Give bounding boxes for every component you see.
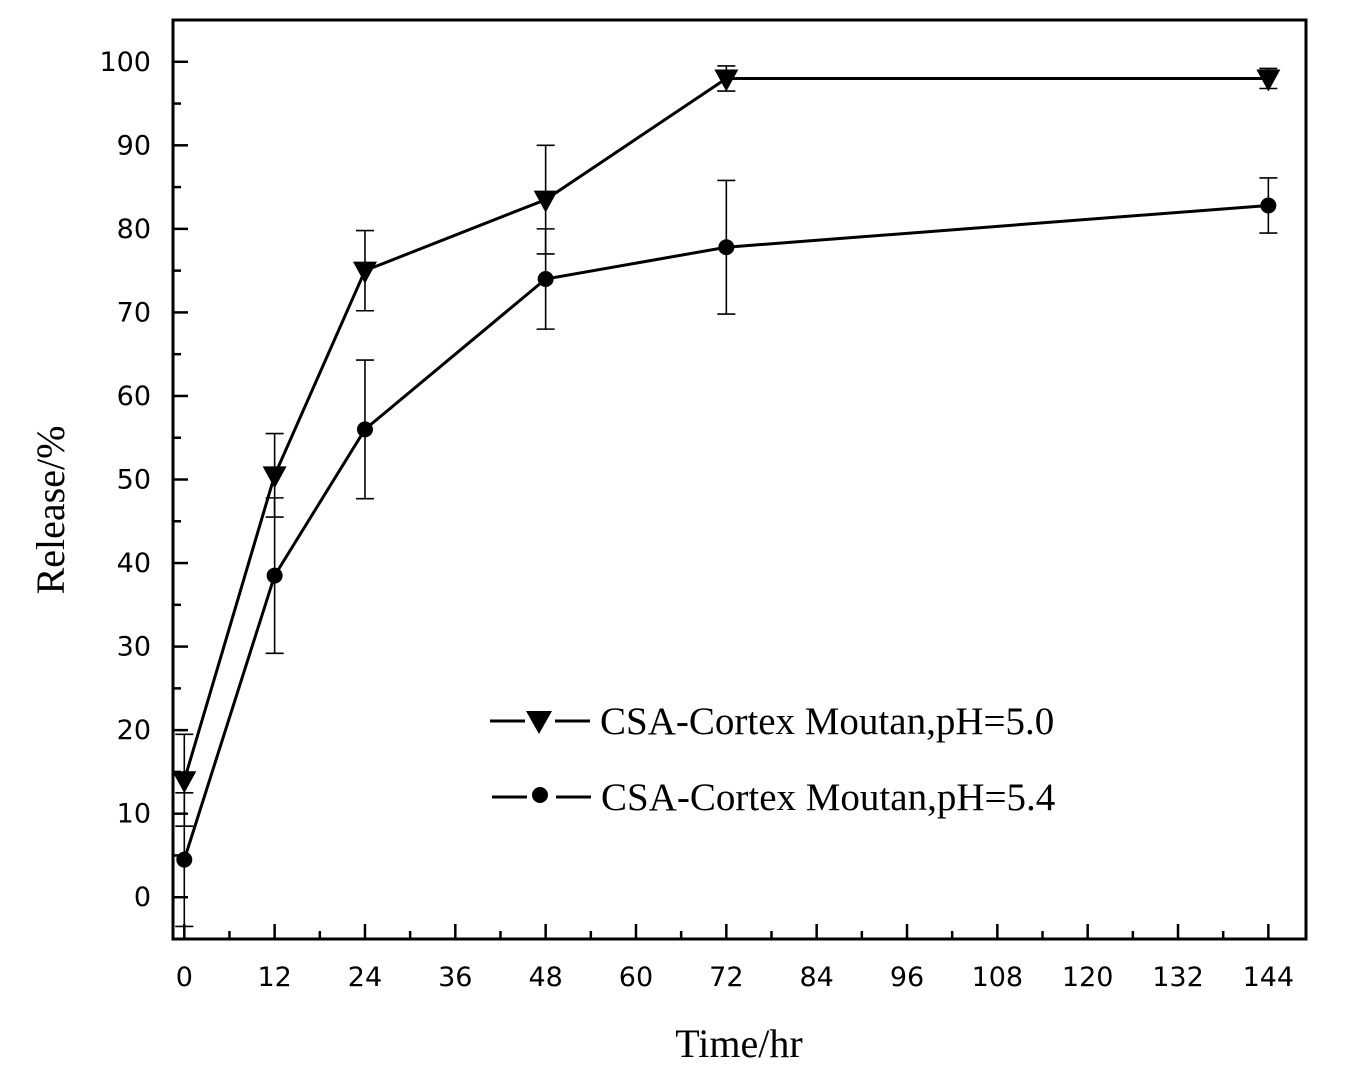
- y-tick-label: 0: [134, 882, 151, 913]
- data-point-circle: [537, 270, 554, 287]
- y-tick-label: 70: [117, 297, 151, 328]
- legend-label-ph50: CSA-Cortex Moutan,pH=5.0: [600, 700, 1054, 743]
- x-axis-ticks: [183, 924, 1270, 939]
- series-line: [182, 76, 1269, 781]
- series-layer: [172, 65, 1281, 928]
- x-tick-label: 108: [972, 962, 1024, 993]
- x-tick-label: 72: [709, 962, 743, 993]
- data-point-triangle: [172, 771, 197, 794]
- legend-marker-circle-icon: [532, 787, 548, 803]
- x-tick-label: 132: [1152, 962, 1204, 993]
- x-tick-label: 84: [799, 962, 833, 993]
- y-axis-title: Release/%: [28, 426, 73, 595]
- x-tick-label: 0: [176, 962, 193, 993]
- y-tick-label: 50: [117, 465, 151, 496]
- x-tick-label: 12: [257, 962, 291, 993]
- y-axis-ticks: [173, 60, 188, 941]
- data-point-circle: [176, 851, 193, 868]
- series-ph50: [172, 65, 1281, 828]
- data-point-triangle: [714, 69, 739, 92]
- y-tick-label: 60: [117, 381, 151, 412]
- legend-marker-triangle-icon: [526, 711, 552, 734]
- y-tick-label: 40: [117, 548, 151, 579]
- data-point-circle: [1260, 197, 1277, 214]
- x-axis-title: Time/hr: [675, 1021, 802, 1066]
- y-axis-tick-labels: 0 10 20 30 40 50 60 70 80 90 100: [99, 47, 151, 913]
- legend-label-ph54: CSA-Cortex Moutan,pH=5.4: [601, 776, 1055, 819]
- data-point-circle: [266, 567, 283, 584]
- x-tick-label: 144: [1243, 962, 1295, 993]
- y-tick-label: 90: [117, 130, 151, 161]
- legend-item-ph50: CSA-Cortex Moutan,pH=5.0: [490, 700, 1054, 743]
- x-axis-tick-labels: 0 12 24 36 48 60 72 84 96 108 120 132 144: [176, 962, 1294, 993]
- x-tick-label: 36: [438, 962, 472, 993]
- y-tick-label: 20: [117, 715, 151, 746]
- series-ph54: [175, 177, 1278, 928]
- data-point-triangle: [262, 466, 287, 489]
- y-tick-label: 10: [117, 799, 151, 830]
- data-point-circle: [356, 421, 373, 438]
- series-line: [182, 203, 1269, 861]
- y-tick-label: 30: [117, 632, 151, 663]
- x-tick-label: 120: [1062, 962, 1114, 993]
- data-point-triangle: [1256, 69, 1281, 92]
- y-tick-label: 100: [99, 47, 151, 78]
- x-tick-label: 96: [890, 962, 924, 993]
- y-tick-label: 80: [117, 214, 151, 245]
- data-point-circle: [718, 239, 735, 256]
- data-point-triangle: [352, 261, 377, 284]
- x-tick-label: 24: [348, 962, 382, 993]
- legend: CSA-Cortex Moutan,pH=5.0 CSA-Cortex Mout…: [490, 700, 1055, 819]
- data-point-triangle: [533, 190, 558, 213]
- x-tick-label: 60: [619, 962, 653, 993]
- x-tick-label: 48: [528, 962, 562, 993]
- legend-item-ph54: CSA-Cortex Moutan,pH=5.4: [492, 776, 1055, 819]
